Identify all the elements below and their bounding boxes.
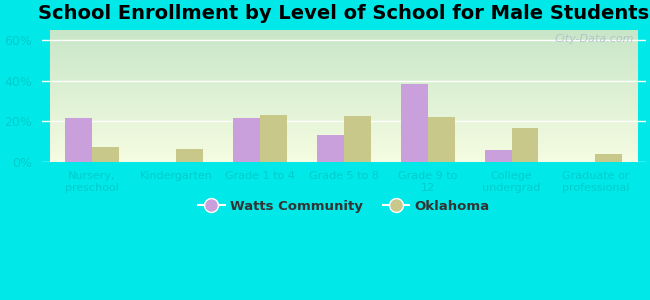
Bar: [176, 149, 203, 162]
Bar: [317, 135, 344, 162]
Bar: [512, 128, 538, 162]
Bar: [401, 84, 428, 162]
Bar: [92, 147, 119, 162]
Legend: Watts Community, Oklahoma: Watts Community, Oklahoma: [193, 194, 495, 218]
Title: School Enrollment by Level of School for Male Students: School Enrollment by Level of School for…: [38, 4, 649, 23]
Bar: [485, 150, 512, 162]
Bar: [428, 117, 454, 162]
Bar: [260, 115, 287, 162]
Bar: [595, 154, 622, 162]
Bar: [344, 116, 370, 162]
Bar: [233, 118, 260, 162]
Text: City-Data.com: City-Data.com: [554, 34, 634, 44]
Bar: [65, 118, 92, 162]
